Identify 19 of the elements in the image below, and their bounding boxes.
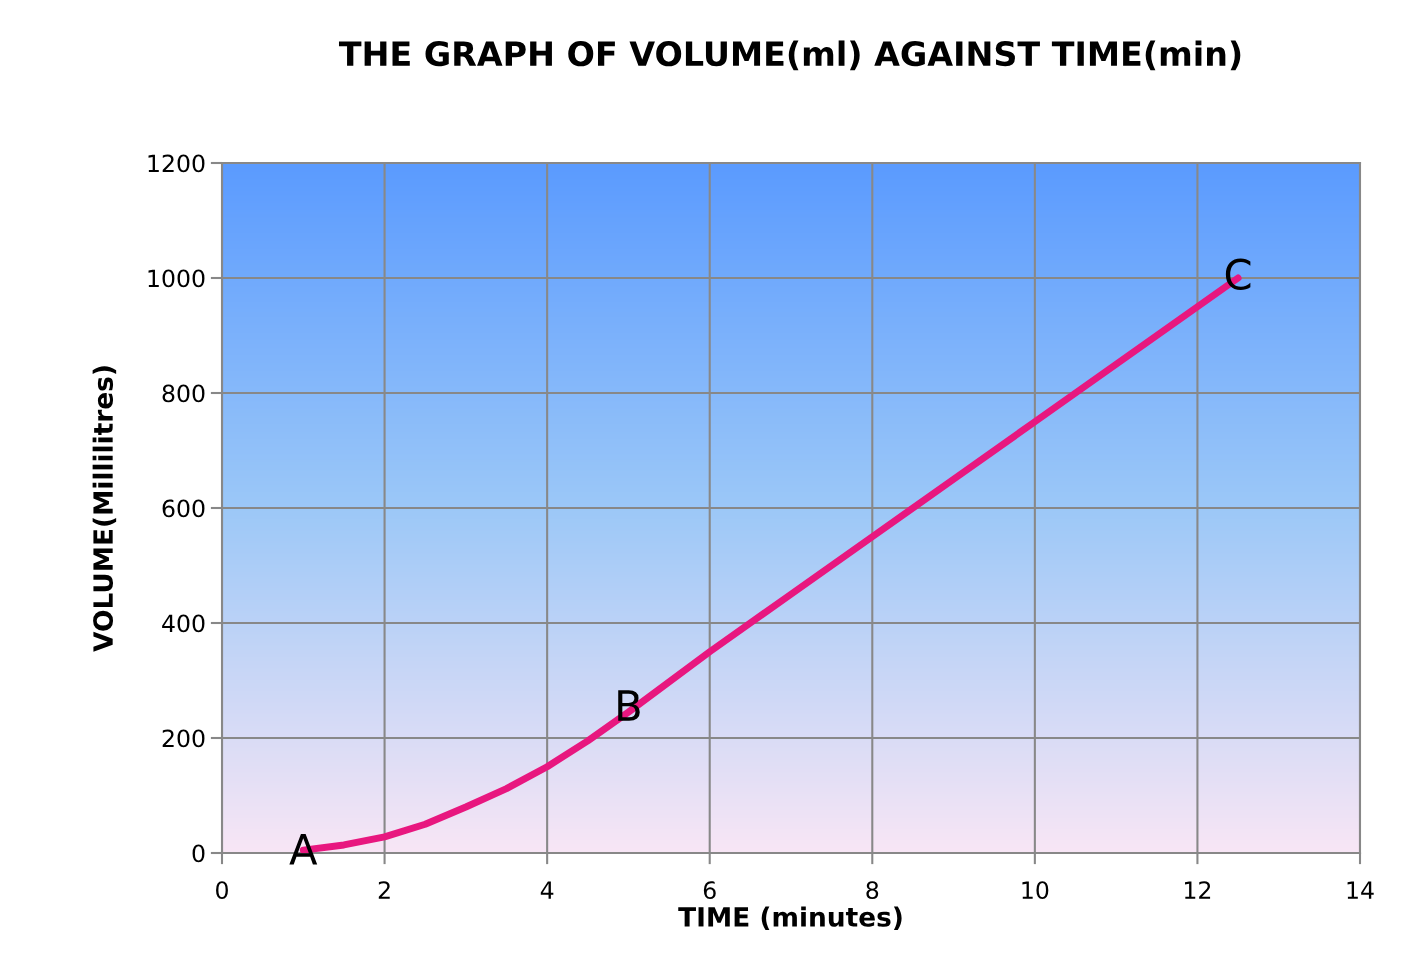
x-tick-label: 2 xyxy=(378,881,390,899)
x-tick-label: 0 xyxy=(216,881,228,900)
x-tick-label: 6 xyxy=(703,881,716,900)
x-tick-label: 4 xyxy=(540,881,554,899)
x-tick-label: 12 xyxy=(1185,881,1211,899)
annotation: C xyxy=(1225,258,1251,291)
y-tick-label: 0 xyxy=(192,844,205,863)
y-tick-label: 1000 xyxy=(148,269,205,288)
y-tick-label: 400 xyxy=(162,614,205,633)
y-tick-label: 1200 xyxy=(148,154,205,173)
y-tick-label: 800 xyxy=(162,384,205,403)
chart-title: THE GRAPH OF VOLUME(ml) AGAINST TIME(min) xyxy=(338,40,1241,71)
y-axis-title: VOLUME(Millilitres) xyxy=(92,366,117,652)
x-tick-label: 10 xyxy=(1022,881,1049,900)
y-tick-label: 600 xyxy=(162,499,205,518)
x-tick-label: 8 xyxy=(866,881,879,900)
y-tick-label: 200 xyxy=(162,729,205,748)
x-axis-title: TIME (minutes) xyxy=(678,906,902,930)
x-tick-label: 14 xyxy=(1347,881,1374,899)
